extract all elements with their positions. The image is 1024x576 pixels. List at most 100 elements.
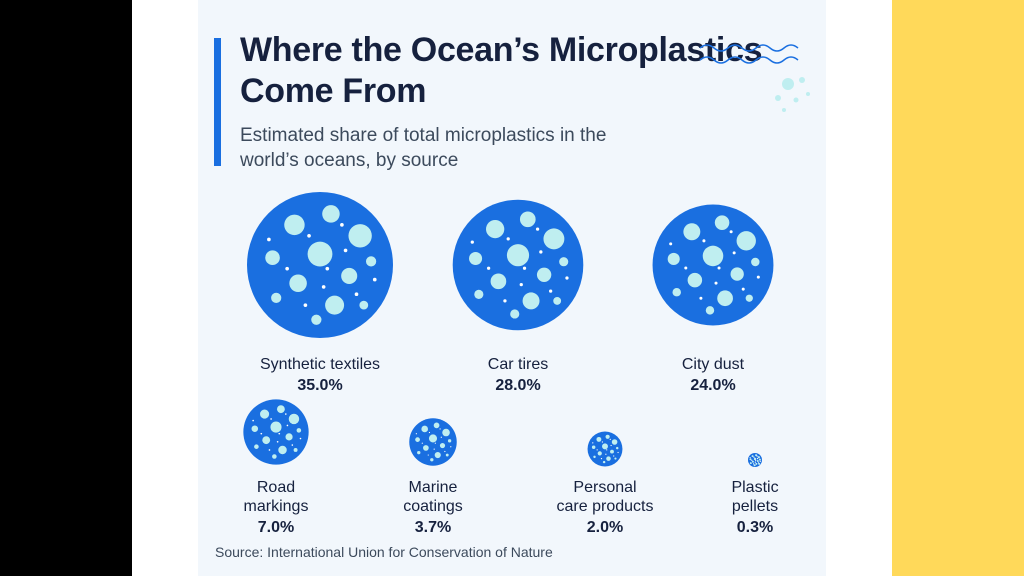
bubble-dot — [749, 458, 752, 461]
category-label: markings — [244, 498, 309, 515]
bubble-dot — [597, 451, 602, 456]
bubble-speck — [372, 277, 377, 282]
bubble-dot — [311, 314, 322, 325]
bubble-dot — [341, 267, 358, 284]
bubble-speck — [601, 441, 603, 443]
bubble-dot — [753, 457, 757, 461]
bubble-dot — [522, 292, 540, 310]
bubble-speck — [610, 444, 612, 447]
category-label: Personal — [573, 479, 636, 496]
bubble-dot — [602, 443, 608, 450]
value-label: 3.7% — [415, 519, 451, 536]
bubble-speck — [421, 442, 423, 444]
waves-icon — [699, 44, 810, 112]
bubble-speck — [450, 446, 452, 448]
bubble-dot — [519, 211, 536, 228]
category-label: Plastic — [731, 479, 778, 496]
bubble-speck — [321, 285, 326, 289]
bubble-dot — [730, 267, 744, 281]
bubble-dot — [758, 458, 761, 461]
category-label: Synthetic textiles — [260, 356, 380, 373]
bubble-dot — [736, 231, 756, 251]
bubble-speck — [506, 237, 510, 241]
bubble-speck — [284, 413, 287, 415]
bubble-speck — [741, 287, 745, 291]
bubble-speck — [596, 449, 598, 451]
bubble-dot — [415, 437, 420, 442]
bubble-dot — [596, 436, 602, 442]
chart-title: Where the Ocean’s Microplastics Come Fro… — [240, 31, 763, 110]
bubble-speck — [286, 424, 289, 427]
bubble-dot — [293, 447, 298, 452]
value-label: 7.0% — [258, 519, 294, 536]
bubble-speck — [749, 456, 751, 459]
bubble-speck — [669, 242, 673, 246]
bubble-speck — [486, 266, 491, 270]
bubble-dot — [325, 295, 345, 315]
bubble-dot — [745, 294, 753, 302]
bubble-group — [452, 199, 584, 331]
bubble-speck — [756, 458, 759, 460]
bubble-speck — [270, 418, 272, 420]
bubble-speck — [444, 450, 446, 453]
bubble-speck — [519, 282, 523, 287]
bubble-speck — [755, 459, 757, 461]
bubble-dot — [469, 251, 483, 265]
bubble-speck — [434, 442, 436, 444]
bubble-dot — [296, 428, 302, 433]
bubble-dot — [359, 300, 369, 310]
bubble-speck — [285, 266, 289, 271]
bubble-speck — [606, 449, 608, 451]
bubble-speck — [600, 457, 603, 460]
bubble-dot — [593, 455, 596, 459]
bubble-dot — [262, 436, 271, 445]
bubble-speck — [729, 230, 733, 234]
bubble-speck — [440, 436, 442, 438]
bubble-dot — [667, 252, 680, 265]
bubble-speck — [753, 456, 755, 458]
category-label: Road — [257, 479, 295, 496]
bubble-dot — [365, 256, 377, 267]
source-note: Source: International Union for Conserva… — [215, 544, 553, 560]
bubble-speck — [433, 448, 435, 450]
bubble-speck — [732, 251, 736, 255]
bubble-dot — [260, 409, 270, 419]
bubble-group — [652, 204, 774, 326]
bubble-dot — [755, 462, 758, 465]
bubble-dot — [270, 421, 282, 433]
left-border — [0, 0, 132, 576]
bubble-dot — [430, 458, 434, 462]
bubble-speck — [756, 275, 760, 279]
bubble-dot — [672, 287, 681, 297]
bubble-speck — [267, 237, 271, 242]
bubble-speck — [535, 227, 540, 231]
bubble-dot — [271, 292, 282, 303]
bubble-dot — [276, 405, 285, 414]
bubble-speck — [291, 444, 294, 446]
bubble-dot — [615, 446, 619, 450]
bubble-speck — [260, 432, 263, 435]
bubble-speck — [757, 462, 760, 464]
bubble-dot — [486, 219, 505, 239]
bubble-dot — [474, 289, 484, 299]
bubble-dot — [322, 205, 340, 223]
bubble-dot — [751, 455, 754, 458]
bubble-speck — [756, 455, 758, 457]
bubble-speck — [428, 431, 431, 434]
bubble-dot — [717, 290, 733, 307]
bubble-dot — [602, 460, 606, 464]
bubble-speck — [702, 239, 706, 243]
bubble-dot — [433, 422, 440, 429]
bubble-dot — [614, 457, 617, 460]
bubble-group — [243, 399, 309, 465]
bubble-dot — [285, 433, 293, 441]
bubble-dot — [289, 274, 307, 293]
bubble-dot — [756, 460, 759, 463]
bubble-dot — [714, 215, 730, 230]
bubble-dot — [687, 272, 703, 288]
bubble-dot — [751, 460, 754, 463]
bubble-dot — [254, 444, 259, 449]
bubble-dot — [702, 245, 724, 267]
bubble-dot — [705, 306, 715, 315]
chart-subtitle: Estimated share of total microplastics i… — [240, 125, 607, 171]
